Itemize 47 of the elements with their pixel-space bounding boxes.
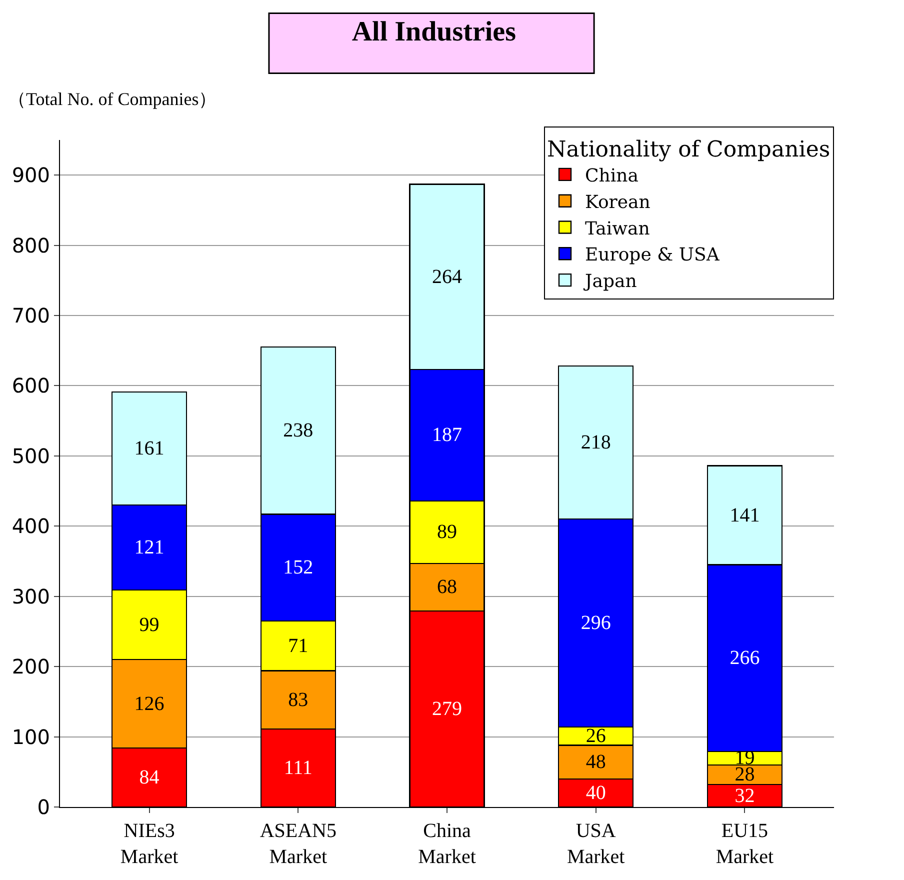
data-label: 111 [284, 757, 312, 780]
legend-title: Nationality of Companies [547, 137, 830, 162]
legend-label: China [585, 165, 639, 186]
y-tick-label: 300 [12, 584, 50, 608]
legend-label: Taiwan [585, 218, 650, 240]
data-label: 187 [432, 424, 462, 446]
data-label: 296 [580, 612, 611, 634]
y-tick-label: 400 [12, 514, 50, 538]
data-label: 264 [432, 266, 462, 288]
data-label: 32 [734, 784, 755, 807]
legend-label: Europe & USA [585, 244, 720, 266]
y-tick-label: 0 [37, 795, 50, 819]
data-label: 89 [437, 521, 457, 544]
data-label: 68 [437, 576, 457, 598]
data-label: 99 [139, 614, 160, 636]
data-label: 152 [283, 556, 314, 579]
y-tick-label: 600 [12, 374, 50, 398]
y-tick-label: 900 [12, 163, 50, 188]
y-axis-title: （Total No. of Companies） [8, 89, 217, 109]
chart-title: All Industries [352, 16, 516, 48]
data-label: 121 [134, 536, 164, 559]
data-label: 84 [139, 766, 160, 789]
y-tick-label: 500 [12, 444, 50, 468]
x-tick-label: ASEAN5 Market [260, 820, 336, 868]
x-tick-label: USA Market [566, 820, 626, 868]
data-label: 161 [134, 438, 164, 460]
y-tick-label: 800 [12, 233, 50, 258]
data-label: 218 [580, 432, 611, 454]
data-label: 71 [288, 634, 308, 657]
data-label: 126 [134, 692, 164, 715]
data-label: 26 [586, 725, 606, 748]
data-label: 279 [432, 698, 462, 720]
data-label: 40 [586, 782, 606, 804]
y-tick-label: 700 [12, 304, 50, 328]
data-label: 83 [288, 688, 308, 711]
data-label: 238 [283, 420, 314, 442]
data-label: 141 [730, 504, 760, 526]
y-tick-label: 100 [12, 724, 50, 749]
x-tick-label: NIEs3 Market [120, 820, 179, 868]
data-label: 48 [586, 751, 606, 774]
y-tick-label: 200 [12, 654, 50, 679]
x-tick-label: China Market [418, 820, 476, 868]
data-label: 28 [734, 764, 755, 786]
legend-label: Japan [583, 271, 638, 292]
data-label: 266 [730, 647, 760, 670]
legend-label: Korean [585, 192, 651, 213]
x-tick-label: EU15 Market [716, 820, 774, 868]
